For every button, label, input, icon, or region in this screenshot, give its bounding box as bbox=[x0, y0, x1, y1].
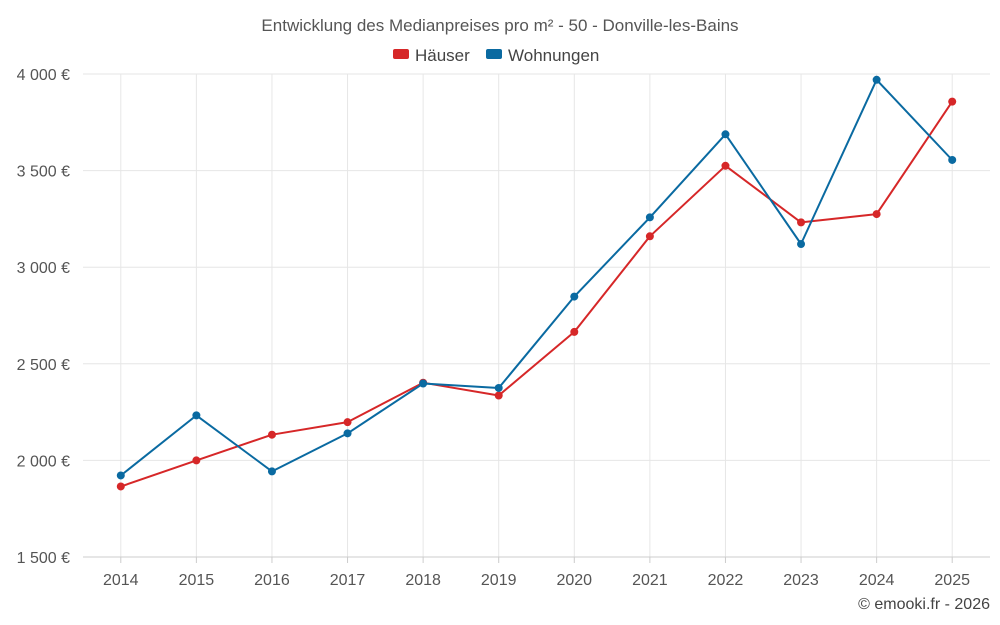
data-point-wohnungen[interactable] bbox=[872, 75, 881, 84]
x-tick-label: 2021 bbox=[632, 572, 668, 589]
legend-item-haeuser[interactable]: Häuser bbox=[393, 46, 470, 65]
legend: Häuser Wohnungen bbox=[393, 46, 599, 65]
x-tick-label: 2025 bbox=[934, 572, 970, 589]
data-point-wohnungen[interactable] bbox=[343, 429, 352, 438]
data-point-wohnungen[interactable] bbox=[494, 383, 503, 392]
x-tick-label: 2024 bbox=[859, 572, 895, 589]
x-tick-label: 2015 bbox=[179, 572, 215, 589]
y-tick-label: 2 000 € bbox=[17, 453, 70, 470]
data-point-haeuser[interactable] bbox=[343, 418, 352, 427]
data-point-wohnungen[interactable] bbox=[948, 155, 957, 164]
x-tick-label: 2018 bbox=[405, 572, 441, 589]
legend-label-haeuser: Häuser bbox=[415, 46, 470, 65]
grid bbox=[83, 73, 990, 558]
data-point-wohnungen[interactable] bbox=[267, 467, 276, 476]
x-tick-label: 2020 bbox=[556, 572, 592, 589]
y-tick-label: 3 500 € bbox=[17, 164, 70, 181]
x-tick-label: 2022 bbox=[708, 572, 744, 589]
data-point-wohnungen[interactable] bbox=[721, 130, 730, 139]
legend-label-wohnungen: Wohnungen bbox=[508, 46, 599, 65]
x-tick-label: 2016 bbox=[254, 572, 290, 589]
x-tick-label: 2019 bbox=[481, 572, 517, 589]
data-point-haeuser[interactable] bbox=[267, 430, 276, 439]
legend-swatch-haeuser bbox=[393, 49, 409, 59]
y-tick-label: 3 000 € bbox=[17, 260, 70, 277]
credit-text: © emooki.fr - 2026 bbox=[858, 596, 990, 613]
data-point-haeuser[interactable] bbox=[570, 327, 579, 336]
x-tick-label: 2023 bbox=[783, 572, 819, 589]
y-tick-label: 4 000 € bbox=[17, 67, 70, 84]
y-tick-label: 2 500 € bbox=[17, 357, 70, 374]
data-point-wohnungen[interactable] bbox=[645, 213, 654, 222]
series-line-haeuser bbox=[120, 101, 954, 488]
data-point-wohnungen[interactable] bbox=[192, 411, 201, 420]
series bbox=[116, 75, 957, 491]
data-point-haeuser[interactable] bbox=[494, 391, 503, 400]
data-point-wohnungen[interactable] bbox=[797, 240, 806, 249]
chart-title: Entwicklung des Medianpreises pro m² - 5… bbox=[261, 16, 738, 35]
axes: 1 500 € 2 000 € 2 500 € 3 000 € 3 500 € 4 000… bbox=[17, 67, 990, 589]
data-point-haeuser[interactable] bbox=[645, 232, 654, 241]
data-point-haeuser[interactable] bbox=[192, 456, 201, 465]
data-point-haeuser[interactable] bbox=[948, 97, 957, 106]
data-point-wohnungen[interactable] bbox=[419, 379, 428, 388]
x-tick-label: 2014 bbox=[103, 572, 139, 589]
y-tick-label: 1 500 € bbox=[17, 550, 70, 567]
legend-swatch-wohnungen bbox=[486, 49, 502, 59]
data-point-haeuser[interactable] bbox=[872, 210, 881, 219]
data-point-haeuser[interactable] bbox=[797, 218, 806, 227]
series-line-wohnungen bbox=[120, 78, 953, 477]
x-tick-label: 2017 bbox=[330, 572, 366, 589]
data-point-haeuser[interactable] bbox=[116, 482, 125, 491]
data-point-wohnungen[interactable] bbox=[116, 471, 125, 480]
data-point-wohnungen[interactable] bbox=[570, 292, 579, 301]
legend-item-wohnungen[interactable]: Wohnungen bbox=[486, 46, 599, 65]
data-point-haeuser[interactable] bbox=[721, 161, 730, 170]
